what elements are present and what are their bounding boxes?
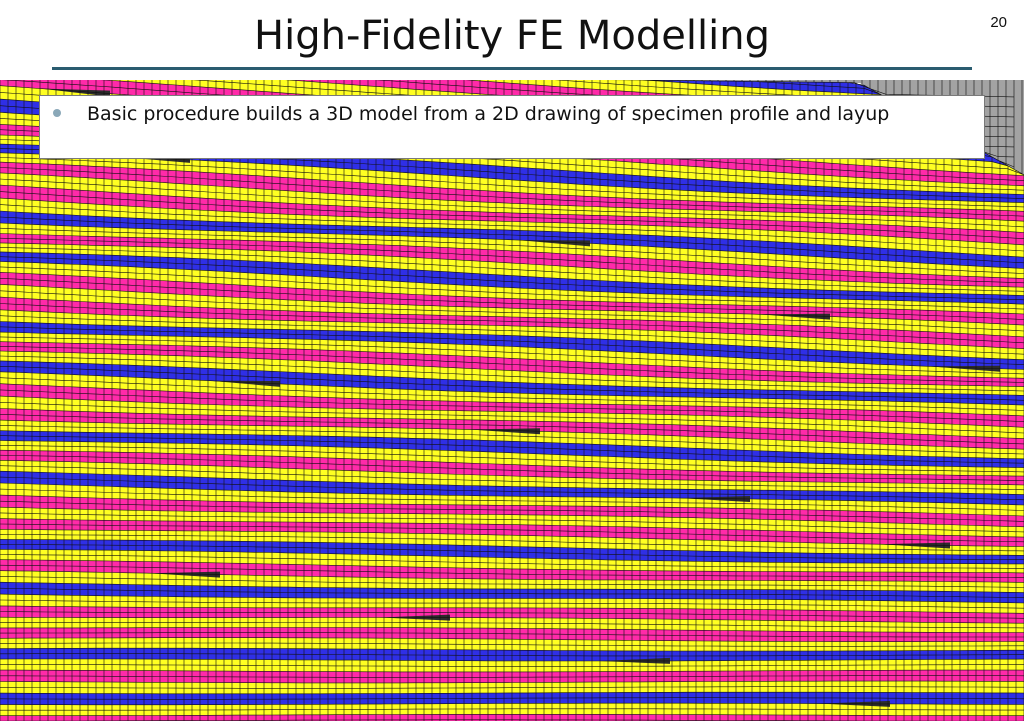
resin-wedge (210, 380, 280, 387)
slide-number: 20 (990, 14, 1007, 31)
resin-wedge (680, 496, 750, 502)
bullet-item: Basic procedure builds a 3D model from a… (40, 96, 984, 127)
resin-wedge (150, 571, 220, 578)
fe-mesh-image (0, 80, 1024, 721)
tool-plate-region (470, 80, 1024, 177)
title-underline (52, 67, 972, 70)
bullet-dot-icon (53, 109, 61, 117)
resin-wedge (880, 542, 950, 549)
bullet-list: Basic procedure builds a 3D model from a… (40, 96, 984, 127)
slide-title: High-Fidelity FE Modelling (254, 13, 770, 59)
callout-box: Basic procedure builds a 3D model from a… (39, 95, 985, 159)
resin-wedge (520, 240, 590, 247)
bullet-text: Basic procedure builds a 3D model from a… (87, 103, 890, 125)
